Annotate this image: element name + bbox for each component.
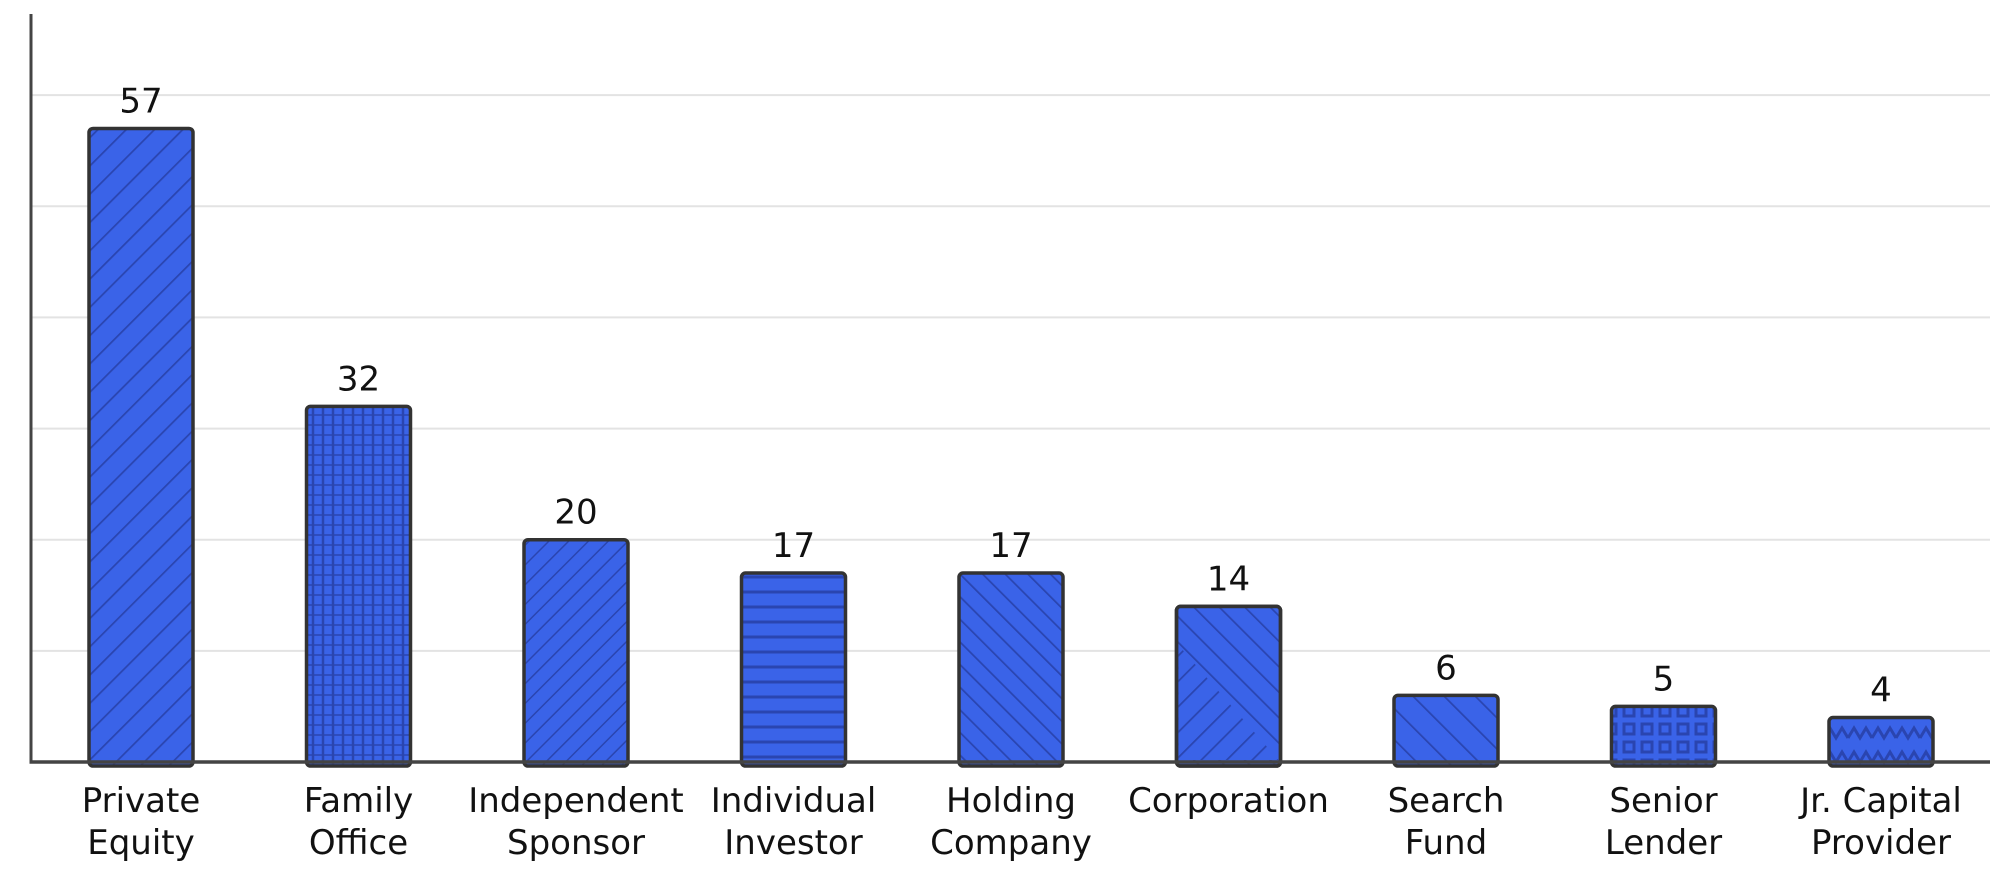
- value-labels: 57 32 20 17 17 14 6 5 4: [119, 81, 1891, 710]
- value-label-2: 20: [554, 493, 597, 533]
- category-label-3: Individual Investor: [711, 781, 877, 863]
- category-label-5: Corporation: [1128, 781, 1329, 821]
- bar-6: [1392, 693, 1500, 768]
- bar-5: [1174, 604, 1283, 768]
- category-label-7: Senior Lender: [1605, 781, 1722, 863]
- category-label-1: Family Office: [304, 781, 413, 863]
- bar-3: [739, 571, 848, 768]
- value-label-3: 17: [772, 526, 815, 566]
- bar-4: [957, 571, 1065, 768]
- bar-7: [1609, 704, 1718, 768]
- value-label-4: 17: [989, 526, 1032, 566]
- value-label-1: 32: [337, 359, 380, 399]
- value-label-6: 6: [1435, 648, 1457, 688]
- category-label-6: Search Fund: [1388, 781, 1505, 863]
- value-label-5: 14: [1207, 559, 1250, 599]
- category-labels: Private Equity Family Office Independent Spon…: [82, 781, 1962, 863]
- value-label-8: 4: [1870, 671, 1892, 711]
- bar-8: [1827, 715, 1935, 768]
- value-label-0: 57: [119, 81, 162, 121]
- bars: [87, 126, 1935, 768]
- bar-0: [87, 126, 195, 768]
- category-label-0: Private Equity: [82, 781, 201, 863]
- bar-2: [522, 537, 630, 768]
- category-label-4: Holding Company: [930, 781, 1092, 863]
- value-label-7: 5: [1653, 659, 1675, 699]
- category-label-2: Independent Sponsor: [468, 781, 684, 863]
- bar-1: [304, 404, 413, 768]
- axes: [29, 14, 1990, 764]
- category-label-8: Jr. Capital Provider: [1798, 781, 1962, 863]
